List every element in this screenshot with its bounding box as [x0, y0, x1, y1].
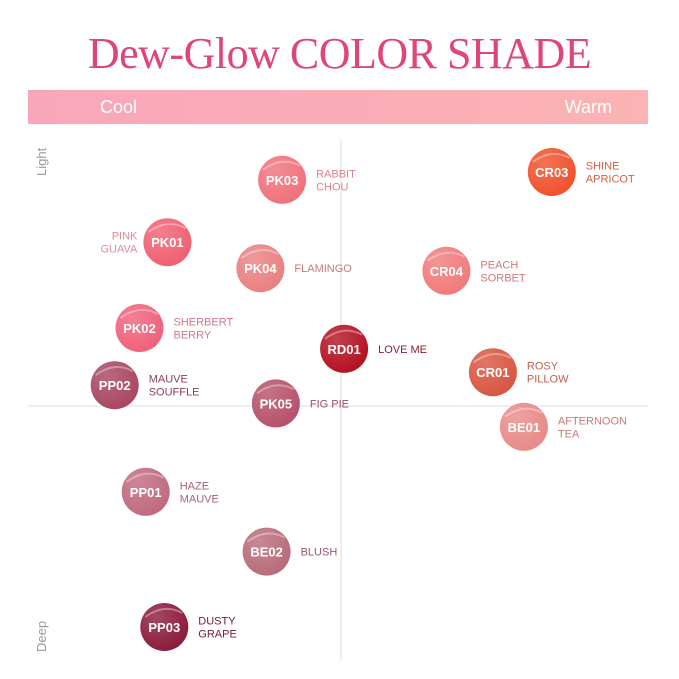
shade-name: ROSY: [527, 361, 559, 373]
swatch-gloss: [126, 472, 165, 483]
shade-code: BE01: [508, 420, 541, 435]
swatch-gloss: [247, 532, 286, 543]
shade-code: CR01: [476, 365, 509, 380]
swatch-gloss: [504, 407, 543, 418]
swatch-gloss: [240, 249, 279, 260]
shade-swatch: [527, 148, 576, 196]
shade-code: PK02: [123, 321, 156, 336]
shade-point-pk04: PK04 FLAMINGO: [236, 244, 352, 293]
shade-name: DUSTY: [198, 616, 236, 628]
shade-swatch: [143, 218, 192, 267]
shade-swatch: [422, 246, 471, 295]
swatch-gloss: [119, 308, 158, 319]
shade-swatch: [236, 244, 285, 293]
shade-swatch: [258, 155, 307, 204]
shade-code: PP03: [148, 620, 180, 635]
swatch-gloss: [95, 366, 134, 377]
shade-name: MAUVE: [180, 493, 219, 505]
swatch-gloss: [147, 223, 186, 234]
shade-name: BERRY: [174, 330, 212, 342]
shade-point-rd01: RD01 LOVE ME: [320, 324, 427, 373]
shade-code: CR03: [535, 165, 568, 180]
warm-label: Warm: [564, 97, 612, 117]
cool-warm-band: Cool Warm: [28, 90, 648, 124]
shade-name: GUAVA: [101, 244, 139, 256]
shade-name: BLUSH: [301, 547, 338, 559]
shade-swatch: [121, 467, 170, 516]
shade-swatch: [468, 348, 517, 397]
shade-name: RABBIT: [316, 168, 356, 180]
shade-code: CR04: [430, 264, 464, 279]
shade-code: PK05: [260, 396, 293, 411]
shade-name: GRAPE: [198, 629, 237, 641]
shade-name: PILLOW: [527, 374, 569, 386]
shade-name: APRICOT: [586, 174, 635, 186]
shade-swatch: [90, 361, 139, 410]
shade-code: PP01: [130, 485, 162, 500]
shade-code: PK01: [151, 235, 184, 250]
swatch-gloss: [256, 384, 295, 395]
shade-swatch: [140, 603, 189, 651]
shade-swatch: [115, 304, 164, 352]
swatch-gloss: [324, 329, 363, 340]
cool-label: Cool: [100, 97, 138, 117]
shade-code: RD01: [327, 342, 360, 357]
shade-name: LOVE ME: [378, 344, 427, 356]
shade-name: MAUVE: [149, 374, 188, 386]
shade-code: BE02: [250, 545, 283, 560]
shade-name: HAZE: [180, 480, 209, 492]
shade-name: SHERBERT: [174, 317, 234, 329]
swatch-gloss: [426, 251, 465, 262]
shade-name: PINK: [112, 231, 138, 243]
shade-name: FLAMINGO: [294, 263, 352, 275]
shade-point-be02: BE02 BLUSH: [242, 527, 338, 576]
shade-name: SHINE: [586, 161, 620, 173]
shade-code: PP02: [99, 378, 131, 393]
shade-swatch: [320, 324, 369, 373]
shade-point-pk05: PK05 FIG PIE: [251, 379, 349, 428]
shade-name: TEA: [558, 428, 580, 440]
swatch-gloss: [144, 607, 183, 618]
shade-name: SORBET: [480, 272, 526, 284]
swatch-gloss: [262, 160, 301, 171]
shade-swatch: [499, 402, 548, 451]
swatch-gloss: [532, 152, 571, 163]
shade-swatch: [251, 379, 300, 428]
shade-swatch: [242, 527, 291, 576]
swatch-gloss: [473, 353, 512, 364]
page-title: Dew-Glow COLOR SHADE: [87, 29, 592, 78]
shade-code: PK03: [266, 173, 299, 188]
shade-name: AFTERNOON: [558, 415, 627, 427]
shade-name: FIG PIE: [310, 398, 349, 410]
shade-code: PK04: [244, 261, 277, 276]
shade-name: CHOU: [316, 181, 348, 193]
shade-name: SOUFFLE: [149, 387, 200, 399]
shade-name: PEACH: [480, 259, 518, 271]
